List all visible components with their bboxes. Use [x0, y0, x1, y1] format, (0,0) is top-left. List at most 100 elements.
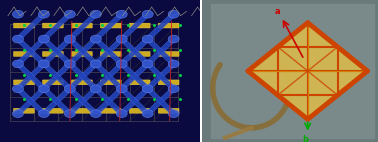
- Ellipse shape: [39, 85, 50, 93]
- Polygon shape: [117, 13, 153, 40]
- Text: a: a: [274, 7, 280, 16]
- Polygon shape: [143, 87, 179, 115]
- Polygon shape: [65, 87, 101, 115]
- Ellipse shape: [64, 10, 75, 18]
- Polygon shape: [65, 62, 101, 90]
- FancyBboxPatch shape: [14, 52, 34, 56]
- Polygon shape: [91, 87, 127, 115]
- Ellipse shape: [90, 35, 101, 43]
- Text: b: b: [302, 135, 308, 142]
- Polygon shape: [13, 87, 49, 115]
- Polygon shape: [91, 87, 127, 115]
- Polygon shape: [248, 23, 308, 71]
- Ellipse shape: [116, 35, 127, 43]
- FancyBboxPatch shape: [71, 80, 92, 85]
- Ellipse shape: [12, 85, 23, 93]
- FancyBboxPatch shape: [101, 80, 121, 85]
- FancyBboxPatch shape: [129, 52, 150, 56]
- Ellipse shape: [64, 110, 75, 118]
- Polygon shape: [39, 87, 75, 115]
- FancyBboxPatch shape: [101, 23, 121, 28]
- Ellipse shape: [90, 60, 101, 68]
- Ellipse shape: [64, 35, 75, 43]
- Polygon shape: [117, 87, 153, 115]
- Ellipse shape: [64, 85, 75, 93]
- Ellipse shape: [39, 10, 50, 18]
- Ellipse shape: [90, 85, 101, 93]
- Ellipse shape: [39, 110, 50, 118]
- FancyBboxPatch shape: [42, 52, 63, 56]
- Polygon shape: [143, 62, 179, 90]
- Polygon shape: [91, 62, 127, 90]
- Polygon shape: [143, 38, 179, 65]
- Polygon shape: [143, 13, 179, 40]
- Ellipse shape: [142, 10, 153, 18]
- Polygon shape: [117, 38, 153, 65]
- Polygon shape: [143, 38, 179, 65]
- Ellipse shape: [116, 85, 127, 93]
- Polygon shape: [13, 13, 49, 40]
- Ellipse shape: [12, 60, 23, 68]
- Polygon shape: [117, 38, 153, 65]
- FancyBboxPatch shape: [101, 52, 121, 56]
- Polygon shape: [65, 87, 101, 115]
- FancyBboxPatch shape: [129, 23, 150, 28]
- Polygon shape: [117, 87, 153, 115]
- Ellipse shape: [168, 10, 179, 18]
- Polygon shape: [39, 13, 75, 40]
- Polygon shape: [13, 38, 49, 65]
- FancyBboxPatch shape: [42, 108, 63, 113]
- FancyBboxPatch shape: [71, 23, 92, 28]
- FancyBboxPatch shape: [14, 80, 34, 85]
- Polygon shape: [117, 62, 153, 90]
- Polygon shape: [91, 38, 127, 65]
- Ellipse shape: [142, 60, 153, 68]
- Polygon shape: [39, 62, 75, 90]
- Ellipse shape: [168, 35, 179, 43]
- Ellipse shape: [12, 110, 23, 118]
- Ellipse shape: [168, 85, 179, 93]
- FancyBboxPatch shape: [71, 108, 92, 113]
- Ellipse shape: [142, 35, 153, 43]
- Polygon shape: [65, 62, 101, 90]
- Ellipse shape: [116, 10, 127, 18]
- Polygon shape: [13, 38, 49, 65]
- Polygon shape: [13, 87, 49, 115]
- FancyBboxPatch shape: [101, 108, 121, 113]
- Polygon shape: [91, 38, 127, 65]
- Ellipse shape: [90, 10, 101, 18]
- FancyBboxPatch shape: [42, 80, 63, 85]
- FancyBboxPatch shape: [158, 108, 179, 113]
- Polygon shape: [91, 62, 127, 90]
- Polygon shape: [248, 71, 308, 119]
- FancyBboxPatch shape: [42, 23, 63, 28]
- Polygon shape: [91, 13, 127, 40]
- FancyBboxPatch shape: [158, 23, 179, 28]
- Polygon shape: [65, 13, 101, 40]
- Polygon shape: [39, 87, 75, 115]
- Ellipse shape: [90, 110, 101, 118]
- Ellipse shape: [168, 60, 179, 68]
- Ellipse shape: [12, 10, 23, 18]
- FancyBboxPatch shape: [14, 23, 34, 28]
- Ellipse shape: [39, 60, 50, 68]
- FancyBboxPatch shape: [71, 52, 92, 56]
- FancyBboxPatch shape: [129, 108, 150, 113]
- Polygon shape: [308, 71, 367, 119]
- Polygon shape: [65, 38, 101, 65]
- Ellipse shape: [116, 60, 127, 68]
- Ellipse shape: [64, 60, 75, 68]
- Polygon shape: [65, 38, 101, 65]
- Ellipse shape: [39, 35, 50, 43]
- Polygon shape: [248, 23, 367, 119]
- Polygon shape: [143, 62, 179, 90]
- FancyBboxPatch shape: [158, 52, 179, 56]
- Polygon shape: [13, 62, 49, 90]
- Ellipse shape: [12, 35, 23, 43]
- Polygon shape: [117, 62, 153, 90]
- Polygon shape: [39, 62, 75, 90]
- Polygon shape: [39, 38, 75, 65]
- Ellipse shape: [142, 110, 153, 118]
- FancyBboxPatch shape: [158, 80, 179, 85]
- Ellipse shape: [116, 110, 127, 118]
